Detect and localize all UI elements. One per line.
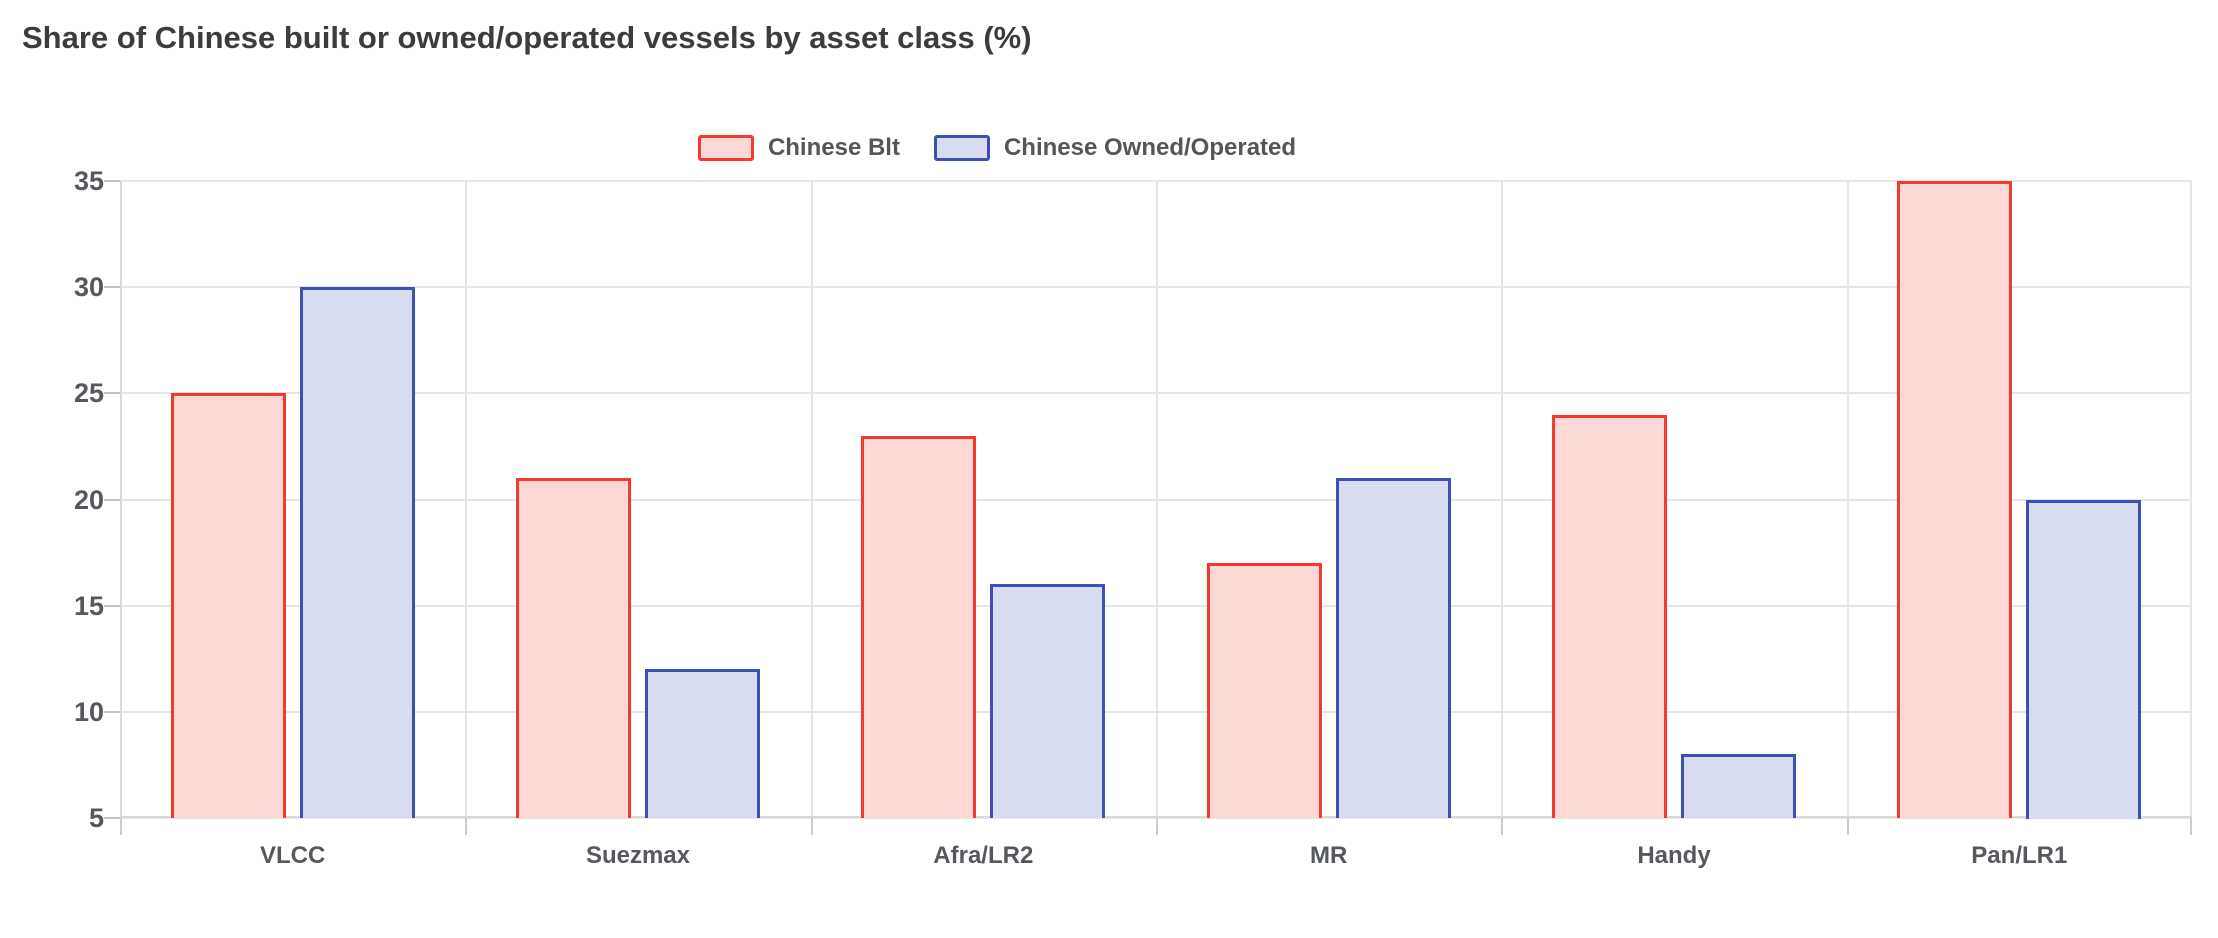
y-tick-label: 5 bbox=[88, 803, 104, 833]
legend: Chinese Blt Chinese Owned/Operated bbox=[0, 134, 1994, 162]
bar-vlcc-series-0[interactable] bbox=[171, 393, 286, 818]
x-axis-tick bbox=[465, 818, 467, 835]
bar-afra-lr2-series-0[interactable] bbox=[861, 436, 976, 818]
gridline-vertical bbox=[811, 181, 813, 818]
legend-swatch-chinese-blt bbox=[697, 135, 754, 161]
x-axis-label: Handy bbox=[1637, 842, 1711, 869]
bar-suezmax-series-0[interactable] bbox=[516, 478, 631, 818]
x-axis-tick bbox=[120, 818, 122, 835]
x-axis-label: Afra/LR2 bbox=[933, 842, 1034, 869]
x-axis-label: Pan/LR1 bbox=[1971, 842, 2068, 869]
x-axis-tick bbox=[1501, 818, 1503, 835]
gridline-vertical bbox=[2190, 181, 2192, 818]
y-tick-mark bbox=[104, 604, 120, 607]
y-tick-label: 35 bbox=[73, 166, 104, 196]
bar-suezmax-series-1[interactable] bbox=[645, 669, 760, 818]
x-axis-tick bbox=[811, 818, 813, 835]
legend-item-chinese-owned-operated[interactable]: Chinese Owned/Operated bbox=[933, 134, 1297, 162]
y-axis-line bbox=[120, 181, 122, 818]
y-tick-label: 15 bbox=[73, 590, 104, 621]
y-tick-mark bbox=[104, 286, 120, 289]
bar-handy-series-1[interactable] bbox=[1681, 754, 1796, 818]
y-tick-mark bbox=[104, 817, 120, 819]
x-axis-tick bbox=[1847, 818, 1849, 835]
y-tick-label: 10 bbox=[73, 696, 104, 727]
x-axis-tick bbox=[1156, 818, 1158, 835]
x-axis-label: VLCC bbox=[259, 842, 326, 869]
chart-title: Share of Chinese built or owned/operated… bbox=[22, 20, 1032, 55]
legend-swatch-chinese-owned-operated bbox=[933, 135, 990, 161]
bar-pan-lr1-series-1[interactable] bbox=[2026, 500, 2141, 819]
y-tick-mark bbox=[104, 498, 120, 501]
bar-mr-series-0[interactable] bbox=[1207, 563, 1322, 818]
bar-vlcc-series-1[interactable] bbox=[300, 287, 415, 818]
bar-mr-series-1[interactable] bbox=[1336, 478, 1451, 818]
y-tick-mark bbox=[104, 710, 120, 713]
bar-pan-lr1-series-0[interactable] bbox=[1897, 181, 2012, 818]
y-tick-label: 20 bbox=[73, 484, 104, 515]
legend-label: Chinese Blt bbox=[767, 134, 900, 161]
gridline-vertical bbox=[1501, 181, 1503, 818]
y-tick-mark bbox=[104, 392, 120, 395]
legend-label: Chinese Owned/Operated bbox=[1003, 134, 1297, 161]
gridline-vertical bbox=[1156, 181, 1158, 818]
x-axis-label: MR bbox=[1310, 842, 1348, 869]
gridline-vertical bbox=[1847, 181, 1849, 818]
x-axis-line bbox=[120, 816, 2192, 818]
gridline-vertical bbox=[465, 181, 467, 818]
legend-item-chinese-blt[interactable]: Chinese Blt bbox=[697, 134, 900, 162]
y-tick-label: 25 bbox=[73, 378, 104, 409]
bar-afra-lr2-series-1[interactable] bbox=[990, 584, 1105, 818]
y-tick-label: 30 bbox=[73, 272, 104, 303]
plot-area bbox=[120, 180, 2192, 819]
bar-handy-series-0[interactable] bbox=[1552, 415, 1667, 818]
x-axis-label: Suezmax bbox=[585, 842, 691, 869]
x-axis-tick bbox=[2190, 818, 2192, 835]
y-tick-mark bbox=[104, 180, 120, 182]
